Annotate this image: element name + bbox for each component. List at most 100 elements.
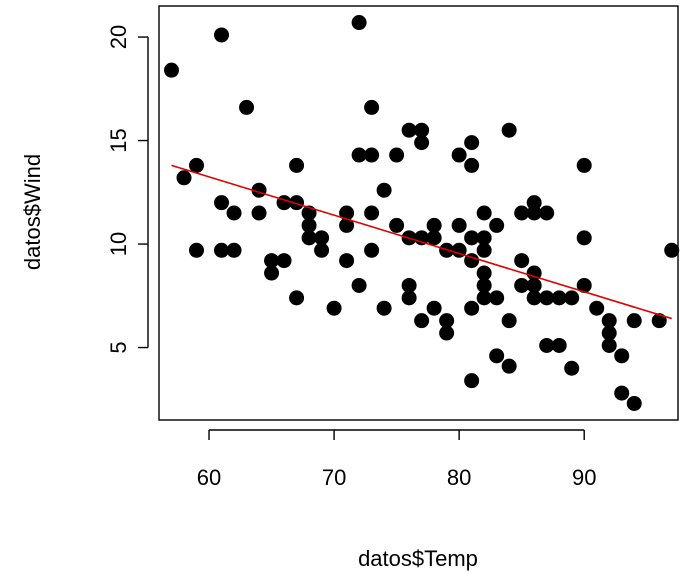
data-point [214,27,230,43]
data-point [351,277,367,293]
data-point [214,242,230,258]
data-point [189,242,205,258]
data-point [376,182,392,198]
data-point [389,217,405,233]
data-point [176,170,192,186]
data-point [464,373,480,389]
data-point [526,277,542,293]
plot-frame [158,5,679,421]
data-point [214,195,230,211]
x-tick-label: 70 [322,465,346,490]
data-point [414,135,430,151]
data-point [564,360,580,376]
data-point [564,290,580,306]
data-point [501,313,517,329]
data-point [439,313,455,329]
data-point [514,253,530,269]
data-point [301,230,317,246]
data-point [576,277,592,293]
data-point [489,217,505,233]
data-point [476,290,492,306]
y-tick-label: 10 [106,232,131,256]
data-point [501,358,517,374]
data-point [289,290,305,306]
data-point [489,290,505,306]
data-point [514,277,530,293]
data-point [451,147,467,163]
data-point [339,217,355,233]
data-point [451,217,467,233]
data-point [264,265,280,281]
data-point [439,325,455,341]
data-point [426,230,442,246]
data-point [526,205,542,221]
data-point [289,195,305,211]
data-point [589,300,605,316]
data-point [464,300,480,316]
y-tick-label: 5 [106,341,131,353]
data-point [351,147,367,163]
data-point [251,205,267,221]
x-axis-title: datos$Temp [358,546,478,571]
x-tick-label: 90 [572,465,596,490]
data-point [376,300,392,316]
x-tick-label: 80 [447,465,471,490]
data-point [364,99,380,115]
data-point [464,135,480,151]
data-points [164,15,680,411]
data-point [339,205,355,221]
data-point [264,253,280,269]
data-point [226,205,242,221]
data-point [614,348,630,364]
x-axis: 60 70 80 90 [197,429,596,490]
data-point [426,217,442,233]
data-point [614,385,630,401]
data-point [576,230,592,246]
data-point [289,157,305,173]
data-point [651,313,667,329]
data-point [401,122,417,138]
y-tick-label: 15 [106,128,131,152]
data-point [476,265,492,281]
data-point [576,157,592,173]
data-point [526,290,542,306]
data-point [551,290,567,306]
data-point [401,290,417,306]
data-point [426,300,442,316]
data-point [601,337,617,353]
data-point [539,290,555,306]
data-point [539,205,555,221]
data-point [389,147,405,163]
data-point [526,195,542,211]
data-point [601,325,617,341]
data-point [364,205,380,221]
data-point [414,313,430,329]
data-point [339,253,355,269]
data-point [314,242,330,258]
data-point [414,122,430,138]
data-point [226,242,242,258]
data-point [551,337,567,353]
data-point [239,99,255,115]
y-tick-label: 20 [106,25,131,49]
y-axis-title: datos$Wind [20,154,45,270]
data-point [164,62,180,78]
data-point [189,157,205,173]
data-point [314,230,330,246]
data-point [626,395,642,411]
data-point [476,277,492,293]
data-point [351,15,367,31]
data-point [489,348,505,364]
data-point [301,217,317,233]
regression-line [171,164,672,320]
data-point [326,300,342,316]
data-point [664,242,680,258]
data-point [364,147,380,163]
data-point [476,242,492,258]
data-point [476,230,492,246]
data-point [476,205,492,221]
data-point [464,157,480,173]
data-point [514,205,530,221]
data-point [401,277,417,293]
